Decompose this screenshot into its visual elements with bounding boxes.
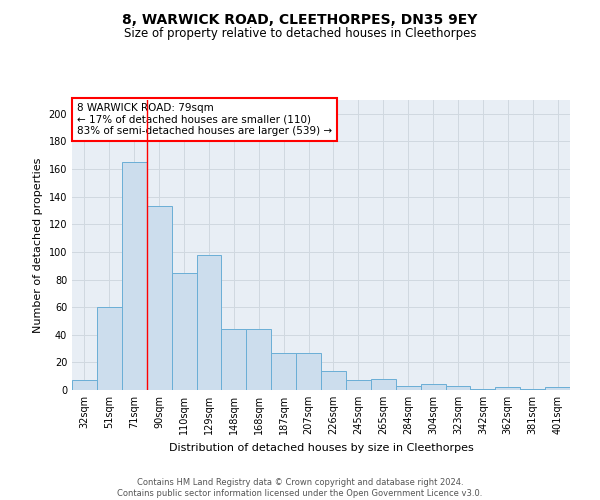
Bar: [247, 329, 271, 390]
Bar: [421, 384, 445, 390]
Bar: [496, 387, 520, 390]
X-axis label: Distribution of detached houses by size in Cleethorpes: Distribution of detached houses by size …: [169, 442, 473, 452]
Bar: [221, 329, 247, 390]
Text: Contains HM Land Registry data © Crown copyright and database right 2024.
Contai: Contains HM Land Registry data © Crown c…: [118, 478, 482, 498]
Bar: [147, 206, 172, 390]
Bar: [371, 379, 396, 390]
Text: 8, WARWICK ROAD, CLEETHORPES, DN35 9EY: 8, WARWICK ROAD, CLEETHORPES, DN35 9EY: [122, 12, 478, 26]
Bar: [445, 386, 470, 390]
Bar: [396, 386, 421, 390]
Bar: [346, 380, 371, 390]
Text: Size of property relative to detached houses in Cleethorpes: Size of property relative to detached ho…: [124, 28, 476, 40]
Bar: [72, 380, 97, 390]
Bar: [197, 254, 221, 390]
Bar: [545, 387, 570, 390]
Bar: [122, 162, 147, 390]
Bar: [321, 370, 346, 390]
Bar: [470, 388, 496, 390]
Y-axis label: Number of detached properties: Number of detached properties: [33, 158, 43, 332]
Bar: [97, 307, 122, 390]
Bar: [296, 352, 321, 390]
Text: 8 WARWICK ROAD: 79sqm
← 17% of detached houses are smaller (110)
83% of semi-det: 8 WARWICK ROAD: 79sqm ← 17% of detached …: [77, 103, 332, 136]
Bar: [271, 352, 296, 390]
Bar: [172, 272, 197, 390]
Bar: [520, 388, 545, 390]
